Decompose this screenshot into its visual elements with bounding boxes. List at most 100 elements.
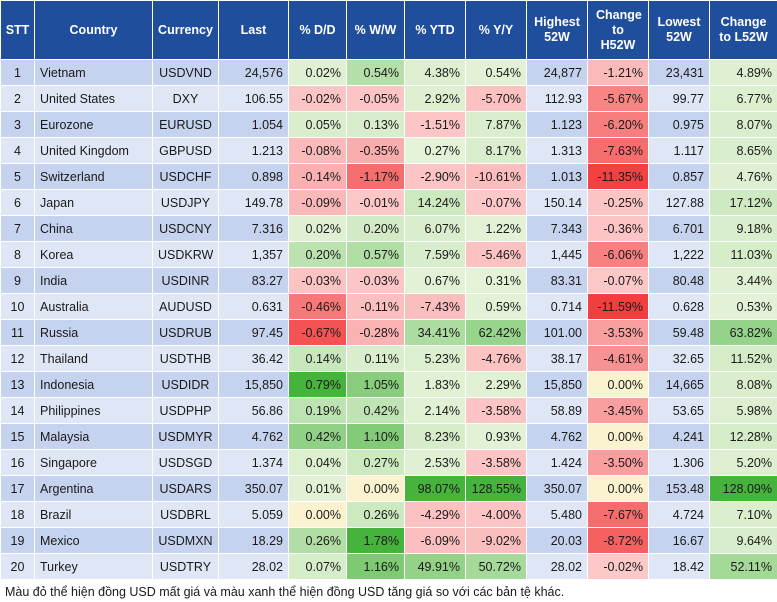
table-row: 6 Japan USDJPY 149.78 -0.09% -0.01% 14.24% -0.0…: [0, 189, 777, 216]
header-low52w: Lowest 52W: [648, 0, 710, 60]
cell-last: 97.45: [218, 319, 289, 346]
cell-currency: USDPHP: [152, 397, 219, 424]
cell-country: Turkey: [34, 553, 153, 580]
cell-low52w: 53.65: [648, 397, 710, 424]
cell-dd: -0.14%: [288, 163, 347, 190]
cell-currency: USDBRL: [152, 501, 219, 528]
cell-ytd: -6.09%: [404, 527, 466, 554]
cell-last: 28.02: [218, 553, 289, 580]
table-row: 20 Turkey USDTRY 28.02 0.07% 1.16% 49.91% 50.72…: [0, 553, 777, 580]
cell-dd: 0.05%: [288, 111, 347, 138]
cell-high52w: 350.07: [526, 475, 588, 502]
cell-last: 15,850: [218, 371, 289, 398]
cell-currency: AUDUSD: [152, 293, 219, 320]
cell-change-l52w: 9.18%: [709, 215, 777, 242]
cell-low52w: 4.724: [648, 501, 710, 528]
header-yy: % Y/Y: [465, 0, 527, 60]
cell-last: 83.27: [218, 267, 289, 294]
cell-ww: 0.42%: [346, 397, 405, 424]
cell-stt: 15: [0, 423, 35, 450]
cell-ytd: 7.59%: [404, 241, 466, 268]
cell-high52w: 5.480: [526, 501, 588, 528]
fx-rates-table: STT Country Currency Last % D/D % W/W % …: [0, 0, 777, 580]
cell-yy: 50.72%: [465, 553, 527, 580]
cell-stt: 4: [0, 137, 35, 164]
cell-stt: 14: [0, 397, 35, 424]
cell-change-l52w: 3.44%: [709, 267, 777, 294]
header-country: Country: [34, 0, 153, 60]
cell-low52w: 80.48: [648, 267, 710, 294]
cell-currency: GBPUSD: [152, 137, 219, 164]
cell-country: Thailand: [34, 345, 153, 372]
cell-ww: 1.05%: [346, 371, 405, 398]
cell-country: India: [34, 267, 153, 294]
cell-low52w: 0.857: [648, 163, 710, 190]
table-row: 2 United States DXY 106.55 -0.02% -0.05% 2.92%…: [0, 85, 777, 112]
cell-ytd: 6.07%: [404, 215, 466, 242]
cell-low52w: 14,665: [648, 371, 710, 398]
cell-country: Brazil: [34, 501, 153, 528]
header-row: STT Country Currency Last % D/D % W/W % …: [0, 0, 777, 60]
cell-country: Switzerland: [34, 163, 153, 190]
cell-change-h52w: -3.45%: [587, 397, 649, 424]
cell-last: 36.42: [218, 345, 289, 372]
cell-stt: 2: [0, 85, 35, 112]
cell-high52w: 1.123: [526, 111, 588, 138]
header-ww: % W/W: [346, 0, 405, 60]
cell-ytd: 0.27%: [404, 137, 466, 164]
cell-yy: 2.29%: [465, 371, 527, 398]
table-row: 12 Thailand USDTHB 36.42 0.14% 0.11% 5.23% -4.7…: [0, 345, 777, 372]
cell-currency: USDSGD: [152, 449, 219, 476]
cell-low52w: 32.65: [648, 345, 710, 372]
cell-change-l52w: 11.52%: [709, 345, 777, 372]
cell-country: Malaysia: [34, 423, 153, 450]
cell-stt: 12: [0, 345, 35, 372]
table-row: 16 Singapore USDSGD 1.374 0.04% 0.27% 2.53% -3.…: [0, 449, 777, 476]
cell-ytd: -2.90%: [404, 163, 466, 190]
cell-low52w: 18.42: [648, 553, 710, 580]
cell-change-l52w: 5.20%: [709, 449, 777, 476]
cell-ww: 0.11%: [346, 345, 405, 372]
table-row: 9 India USDINR 83.27 -0.03% -0.03% 0.67% 0.31% 8…: [0, 267, 777, 294]
cell-ww: 0.57%: [346, 241, 405, 268]
table-row: 3 Eurozone EURUSD 1.054 0.05% 0.13% -1.51% 7.87…: [0, 111, 777, 138]
cell-stt: 13: [0, 371, 35, 398]
cell-low52w: 1,222: [648, 241, 710, 268]
cell-currency: USDVND: [152, 59, 219, 86]
cell-ytd: 2.14%: [404, 397, 466, 424]
header-currency: Currency: [152, 0, 219, 60]
cell-dd: 0.04%: [288, 449, 347, 476]
cell-country: Russia: [34, 319, 153, 346]
cell-low52w: 1.306: [648, 449, 710, 476]
cell-yy: -3.58%: [465, 449, 527, 476]
cell-change-h52w: -8.72%: [587, 527, 649, 554]
cell-ytd: 14.24%: [404, 189, 466, 216]
header-dd: % D/D: [288, 0, 347, 60]
cell-currency: USDCHF: [152, 163, 219, 190]
cell-ww: 0.00%: [346, 475, 405, 502]
cell-last: 7.316: [218, 215, 289, 242]
cell-yy: 0.93%: [465, 423, 527, 450]
cell-country: Argentina: [34, 475, 153, 502]
cell-change-h52w: -11.59%: [587, 293, 649, 320]
cell-ww: -0.03%: [346, 267, 405, 294]
cell-stt: 3: [0, 111, 35, 138]
cell-ww: 0.27%: [346, 449, 405, 476]
cell-change-h52w: 0.00%: [587, 475, 649, 502]
cell-low52w: 1.117: [648, 137, 710, 164]
cell-ww: 1.16%: [346, 553, 405, 580]
cell-high52w: 83.31: [526, 267, 588, 294]
cell-high52w: 4.762: [526, 423, 588, 450]
cell-dd: 0.07%: [288, 553, 347, 580]
cell-currency: USDTHB: [152, 345, 219, 372]
cell-change-l52w: 11.03%: [709, 241, 777, 268]
cell-yy: 7.87%: [465, 111, 527, 138]
cell-country: Vietnam: [34, 59, 153, 86]
cell-yy: -3.58%: [465, 397, 527, 424]
cell-change-l52w: 0.53%: [709, 293, 777, 320]
footnote: Màu đỏ thể hiện đồng USD mất giá và màu …: [5, 585, 565, 599]
cell-last: 18.29: [218, 527, 289, 554]
cell-low52w: 16.67: [648, 527, 710, 554]
cell-low52w: 59.48: [648, 319, 710, 346]
cell-high52w: 20.03: [526, 527, 588, 554]
